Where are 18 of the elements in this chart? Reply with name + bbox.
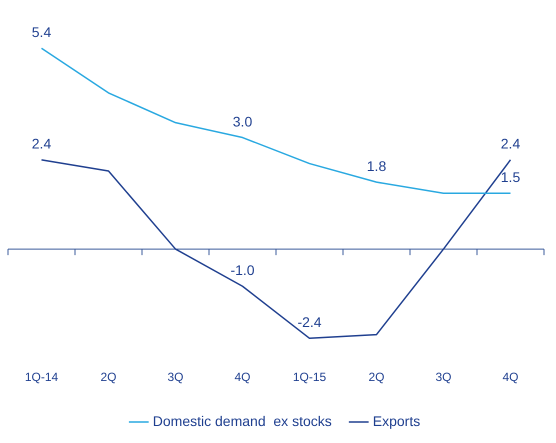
data-label: 1.8 (366, 158, 386, 174)
x-tick-label: 2Q (100, 370, 117, 384)
data-label: 2.4 (32, 136, 52, 152)
x-tick-label: 1Q-14 (24, 370, 58, 384)
data-label: 2.4 (500, 136, 520, 152)
data-label: 1.5 (500, 169, 520, 186)
data-label: -2.4 (297, 314, 322, 330)
data-label: 5.4 (32, 24, 52, 40)
x-tick-label: 1Q-15 (292, 370, 326, 384)
data-label: -1.0 (230, 262, 255, 278)
x-tick-label: 4Q (234, 370, 251, 384)
x-tick-label: 4Q (502, 370, 519, 384)
data-label: 3.0 (232, 113, 252, 130)
x-tick-label: 3Q (167, 370, 184, 384)
x-tick-label: 2Q (368, 370, 385, 384)
legend-label: Exports (372, 412, 420, 429)
legend-label: Domestic demand ex stocks (152, 412, 332, 429)
x-tick-label: 3Q (435, 370, 452, 384)
